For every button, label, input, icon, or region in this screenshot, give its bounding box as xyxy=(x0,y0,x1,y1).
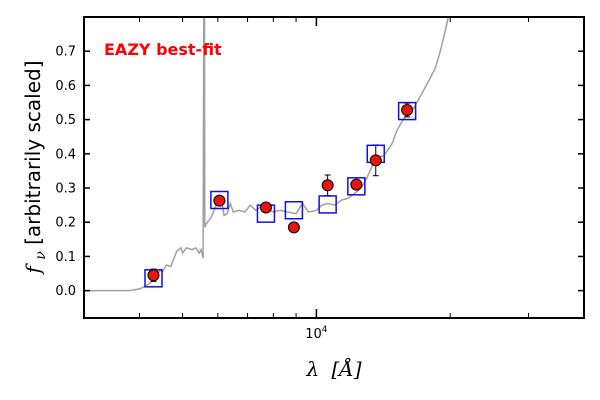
observed-flux-point xyxy=(369,154,382,167)
observed-flux-point xyxy=(321,179,334,192)
y-tick-label: 0.4 xyxy=(55,147,76,162)
y-tick-label: 0.2 xyxy=(55,216,76,231)
observed-flux-point xyxy=(213,194,226,207)
y-tick-label: 0.5 xyxy=(55,113,76,128)
errorbar-layer xyxy=(150,102,411,282)
model-spectrum-layer xyxy=(84,17,450,292)
y-axis-label: f ν [arbitrarily scaled] xyxy=(21,60,50,275)
y-tick-label: 0.0 xyxy=(55,284,76,299)
x-axis-label: λ [Å] xyxy=(305,356,361,381)
model-flux-square xyxy=(347,177,366,196)
observed-photometry-layer xyxy=(147,104,414,282)
model-spectrum-line xyxy=(84,17,450,292)
model-flux-square xyxy=(284,201,304,220)
legend-annotation: EAZY best-fit xyxy=(104,40,222,59)
model-flux-square xyxy=(397,101,417,121)
y-axis-subscript: ν xyxy=(33,251,49,260)
y-axis-symbol: f xyxy=(21,263,45,276)
y-tick-label: 0.7 xyxy=(55,45,76,60)
x-tick-base: 10 xyxy=(305,327,322,342)
y-tick-label: 0.3 xyxy=(55,182,76,197)
x-axis-symbol: λ xyxy=(305,357,319,381)
ticks-layer: 0.0 0.1 0.2 0.3 0.4 0.5 0.6 0.7 104 xyxy=(55,17,584,342)
observed-flux-point xyxy=(350,178,363,191)
observed-flux-point xyxy=(147,269,160,282)
model-flux-square xyxy=(318,195,337,214)
model-photometry-layer xyxy=(144,101,417,288)
y-tick-label: 0.6 xyxy=(55,79,76,94)
observed-flux-point xyxy=(287,221,300,234)
x-tick-label: 104 xyxy=(305,325,328,342)
observed-flux-point xyxy=(401,104,414,117)
observed-flux-point xyxy=(259,201,272,214)
x-tick-exponent: 4 xyxy=(322,325,328,335)
model-flux-square xyxy=(210,190,229,210)
x-axis-unit: [Å] xyxy=(331,356,361,381)
plot-frame xyxy=(83,16,585,319)
y-axis-text: [arbitrarily scaled] xyxy=(21,60,45,244)
y-tick-label: 0.1 xyxy=(55,250,76,265)
